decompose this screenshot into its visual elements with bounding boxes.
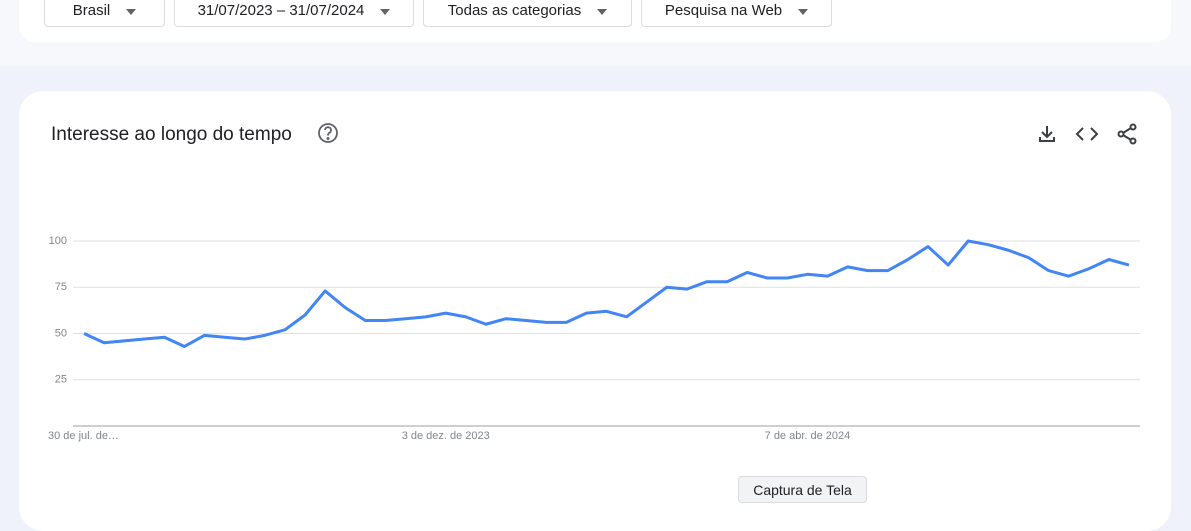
tooltip: Captura de Tela: [738, 476, 867, 503]
help-icon[interactable]: [318, 123, 338, 143]
filter-button[interactable]: Brasil: [44, 0, 165, 27]
x-tick-label: 7 de abr. de 2024: [765, 430, 851, 442]
x-tick-label: 3 de dez. de 2023: [402, 430, 490, 442]
page: Brasil 31/07/2023 – 31/07/2024 Todas as …: [0, 0, 1191, 511]
x-tick-label: 30 de jul. de…: [48, 430, 119, 442]
y-tick-label: 75: [55, 281, 67, 293]
download-icon[interactable]: [1039, 126, 1055, 142]
line: [83, 239, 1130, 348]
filter-button[interactable]: Todas as categorias: [423, 0, 632, 27]
filter-button[interactable]: 31/07/2023 – 31/07/2024: [174, 0, 414, 27]
embed-icon[interactable]: [1075, 127, 1099, 141]
chart: Interesse ao longo do tempo 25 50 75 100 30 …: [48, 123, 1140, 442]
chart-title: Interesse ao longo do tempo: [51, 124, 292, 145]
y-tick-label: 100: [49, 235, 67, 247]
y-tick-label: 25: [55, 374, 67, 386]
filter-button[interactable]: Pesquisa na Web: [641, 0, 832, 27]
share-icon[interactable]: [1117, 123, 1137, 145]
y-tick-label: 50: [55, 327, 67, 339]
